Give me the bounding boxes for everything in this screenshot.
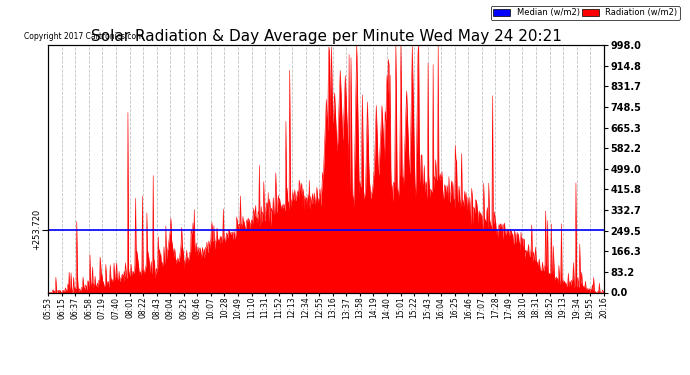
Text: Copyright 2017 Cartronics.com: Copyright 2017 Cartronics.com [24, 32, 144, 41]
Title: Solar Radiation & Day Average per Minute Wed May 24 20:21: Solar Radiation & Day Average per Minute… [90, 29, 562, 44]
Legend: Median (w/m2), Radiation (w/m2): Median (w/m2), Radiation (w/m2) [491, 6, 680, 20]
